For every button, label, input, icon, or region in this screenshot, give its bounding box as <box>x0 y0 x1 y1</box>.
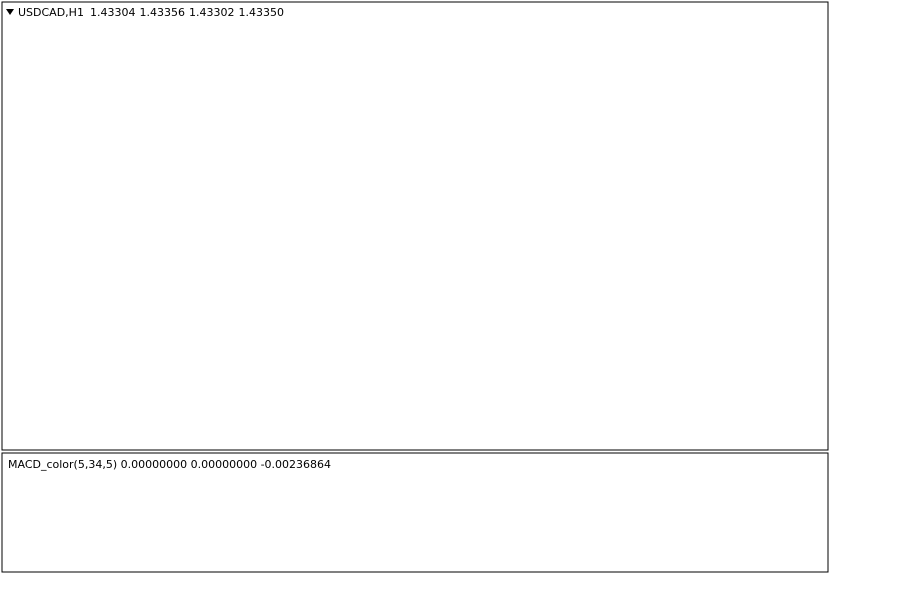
low-label: 1.43302 <box>189 6 235 19</box>
macd-title: MACD_color(5,34,5) 0.00000000 0.00000000… <box>8 458 331 471</box>
high-label: 1.43356 <box>139 6 185 19</box>
symbol: USDCAD,H1 <box>18 6 84 19</box>
open-label: 1.43304 <box>90 6 136 19</box>
chart-title: USDCAD,H1 1.43304 1.43356 1.43302 1.43350 <box>18 6 284 19</box>
macd-frame <box>1 452 829 573</box>
menu-triangle[interactable] <box>6 9 14 15</box>
price-frame <box>1 1 829 451</box>
close-label: 1.43350 <box>238 6 284 19</box>
